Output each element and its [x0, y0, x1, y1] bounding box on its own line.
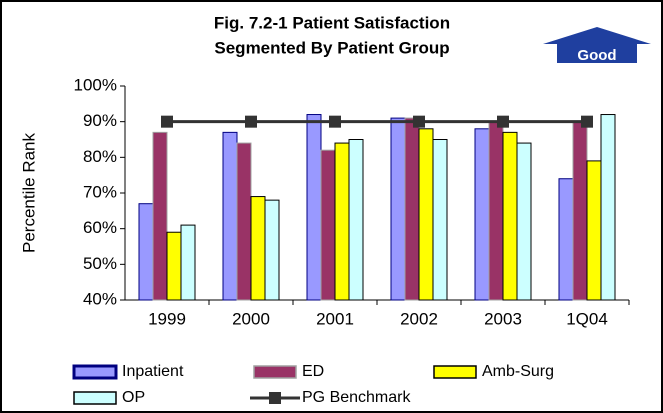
bar [306, 114, 322, 301]
x-tick-label: 1999 [148, 309, 186, 328]
y-tick-label: 80% [83, 147, 117, 166]
bar [404, 117, 420, 301]
bar [572, 121, 588, 301]
legend-label: Inpatient [122, 363, 184, 380]
line-marker [497, 115, 509, 128]
bar [334, 142, 350, 301]
legend-swatch [73, 391, 117, 405]
bar [348, 139, 364, 301]
bar [474, 128, 490, 301]
x-tick-label: 2003 [484, 309, 522, 328]
line-marker [581, 115, 593, 128]
y-tick-label: 100% [74, 75, 117, 94]
legend-swatch [72, 364, 118, 380]
line-marker [413, 115, 425, 128]
x-tick-label: 2001 [316, 309, 354, 328]
bar [250, 196, 266, 301]
chart-subtitle: Segmented By Patient Group [214, 38, 449, 57]
chart-title: Fig. 7.2-1 Patient Satisfaction [214, 13, 450, 32]
bar [558, 178, 574, 301]
legend-label: Amb-Surg [482, 363, 554, 380]
x-tick-label: 1Q04 [566, 309, 608, 328]
legend-label: OP [122, 389, 145, 406]
bar [390, 117, 406, 301]
legend-swatch [433, 365, 477, 379]
legend-label: PG Benchmark [302, 389, 411, 406]
y-tick-label: 90% [83, 111, 117, 130]
y-tick-label: 60% [83, 218, 117, 237]
bar [418, 128, 434, 301]
bar [236, 142, 252, 301]
bar [600, 114, 616, 301]
bar [432, 139, 448, 301]
legend-swatch [269, 392, 281, 404]
legend-label: ED [302, 363, 324, 380]
legend-swatch [253, 365, 297, 379]
bar [516, 142, 532, 301]
annotation: Good [577, 47, 616, 64]
x-tick-label: 2002 [400, 309, 438, 328]
line-marker [329, 115, 341, 128]
bar [222, 131, 238, 301]
line-marker [245, 115, 257, 128]
y-tick-label: 40% [83, 289, 117, 308]
bar [152, 131, 168, 301]
y-tick-label: 50% [83, 254, 117, 273]
line-marker [161, 115, 173, 128]
bar [488, 121, 504, 301]
good-arrow [543, 27, 651, 63]
bar [502, 131, 518, 301]
bar [264, 199, 280, 301]
bar [180, 224, 196, 301]
x-tick-label: 2000 [232, 309, 270, 328]
bar [166, 231, 182, 301]
y-tick-label: 70% [83, 182, 117, 201]
bar [320, 149, 336, 301]
bar [138, 203, 154, 301]
y-axis-label: Percentile Rank [19, 133, 38, 254]
bar [586, 160, 602, 301]
